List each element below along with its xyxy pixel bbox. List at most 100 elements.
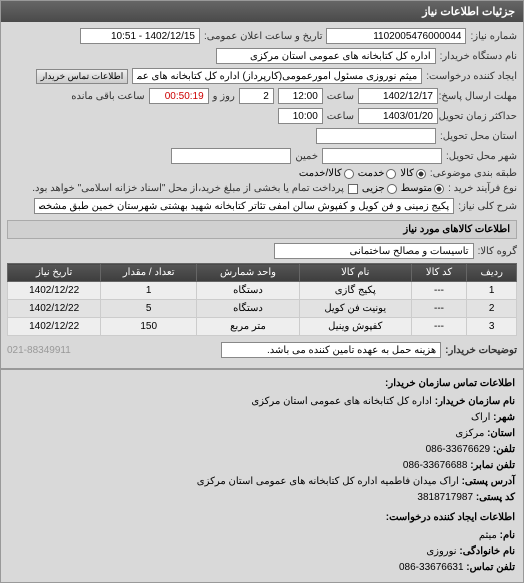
input-buyer-org [216, 48, 436, 64]
col-row: ردیف [467, 264, 517, 282]
radio-dot-icon [386, 169, 396, 179]
input-announce-date [80, 28, 200, 44]
contact-fax: تلفن نمابر: 33676688-086 [9, 458, 515, 474]
label-goods-group: گروه کالا: [478, 246, 517, 257]
table-cell: دستگاه [197, 282, 300, 300]
label-delivery-deadline: حداکثر زمان تحویل پیشنهاد: تا تاریخ: [442, 111, 517, 122]
contact-province: استان: مرکزی [9, 426, 515, 442]
radio-dot-icon [344, 169, 354, 179]
contact-block: اطلاعات تماس سازمان خریدار: نام سازمان خ… [0, 369, 524, 583]
col-date: تاریخ نیاز [8, 264, 101, 282]
input-goods-group [274, 243, 474, 259]
radio-goods[interactable]: کالا [400, 168, 426, 179]
input-request-number [326, 28, 466, 44]
contact-title1: اطلاعات تماس سازمان خریدار: [9, 376, 515, 392]
label-hour2: ساعت [327, 111, 354, 122]
table-row[interactable]: 2---یونیت فن کویلدستگاه51402/12/22 [8, 300, 517, 318]
table-cell: 1 [101, 282, 197, 300]
label-city: شهر محل تحویل: [446, 151, 517, 162]
row-category: طبقه بندی موضوعی: کالا خدمت کالا/خدمت [7, 168, 517, 179]
input-buyer-notes [221, 342, 441, 358]
row-deadline: مهلت ارسال پاسخ: تا تاریخ: ساعت روز و سا… [7, 88, 517, 104]
input-deadline-date [358, 88, 438, 104]
contact-name: نام: میثم [9, 528, 515, 544]
label-creator: ایجاد کننده درخواست: [426, 71, 517, 82]
row-request-number: شماره نیاز: تاریخ و ساعت اعلان عمومی: [7, 28, 517, 44]
input-days-left [239, 88, 274, 104]
table-cell: 150 [101, 318, 197, 336]
label-buyer-notes: توضیحات خریدار: [445, 345, 517, 356]
contact-lastname: نام خانوادگی: نوروزی [9, 544, 515, 560]
table-header-row: ردیف کد کالا نام کالا واحد شمارش تعداد /… [8, 264, 517, 282]
table-row[interactable]: 1---پکیج گازیدستگاه11402/12/22 [8, 282, 517, 300]
row-province: استان محل تحویل: [7, 128, 517, 144]
checkbox-treasury[interactable] [348, 184, 358, 194]
table-cell: کفپوش وینیل [299, 318, 411, 336]
table-cell: دستگاه [197, 300, 300, 318]
input-city2 [171, 148, 291, 164]
radio-service-label: خدمت [358, 168, 385, 179]
contact-org: نام سازمان خریدار: اداره کل کتابخانه های… [9, 394, 515, 410]
radio-medium-label: متوسط [401, 183, 432, 194]
contact-phone: تلفن: 33676629-086 [9, 442, 515, 458]
table-cell: 5 [101, 300, 197, 318]
radio-dot-icon [387, 184, 397, 194]
label-deadline: مهلت ارسال پاسخ: تا تاریخ: [442, 91, 517, 102]
radio-goods-service[interactable]: کالا/خدمت [299, 168, 354, 179]
label-category: طبقه بندی موضوعی: [430, 168, 517, 179]
radio-dot-icon [416, 169, 426, 179]
details-panel: جزئیات اطلاعات نیاز شماره نیاز: تاریخ و … [0, 0, 524, 369]
row-delivery-deadline: حداکثر زمان تحویل پیشنهاد: تا تاریخ: ساع… [7, 108, 517, 124]
radio-service[interactable]: خدمت [358, 168, 397, 179]
input-creator [132, 68, 422, 84]
radio-minor-label: جزیی [362, 183, 385, 194]
table-cell: 1402/12/22 [8, 282, 101, 300]
row-buyer-notes: توضیحات خریدار: 021-88349911 [7, 342, 517, 358]
panel-body: شماره نیاز: تاریخ و ساعت اعلان عمومی: نا… [1, 22, 523, 368]
goods-table: ردیف کد کالا نام کالا واحد شمارش تعداد /… [7, 263, 517, 336]
label-announce-date: تاریخ و ساعت اعلان عمومی: [204, 31, 323, 42]
radio-medium[interactable]: متوسط [401, 183, 444, 194]
label-process-type: نوع فرآیند خرید : [448, 183, 517, 194]
phone-watermark: 021-88349911 [7, 345, 71, 356]
contact-postal: کد پستی: 3818717987 [9, 490, 515, 506]
table-cell: یونیت فن کویل [299, 300, 411, 318]
col-name: نام کالا [299, 264, 411, 282]
radio-dot-icon [434, 184, 444, 194]
label-city2: خمین [295, 151, 318, 162]
panel-title: جزئیات اطلاعات نیاز [1, 1, 523, 22]
row-description: شرح کلی نیاز: [7, 198, 517, 214]
row-process-type: نوع فرآیند خرید : متوسط جزیی پرداخت تمام… [7, 183, 517, 194]
table-cell: 1402/12/22 [8, 300, 101, 318]
table-cell: 3 [467, 318, 517, 336]
input-delivery-date [358, 108, 438, 124]
table-cell: متر مربع [197, 318, 300, 336]
input-delivery-time [278, 108, 323, 124]
label-remaining: ساعت باقی مانده [71, 91, 144, 102]
label-buyer-org: نام دستگاه خریدار: [440, 51, 517, 62]
table-cell: 1 [467, 282, 517, 300]
table-cell: --- [411, 318, 467, 336]
table-cell: 2 [467, 300, 517, 318]
radio-goods-label: کالا [400, 168, 414, 179]
buyer-contact-button[interactable]: اطلاعات تماس خریدار [36, 69, 129, 84]
row-buyer-org: نام دستگاه خریدار: [7, 48, 517, 64]
input-city [322, 148, 442, 164]
label-treasury-note: پرداخت تمام یا بخشی از مبلغ خرید،از محل … [32, 183, 344, 194]
table-cell: --- [411, 282, 467, 300]
contact-title2: اطلاعات ایجاد کننده درخواست: [9, 510, 515, 526]
radio-minor[interactable]: جزیی [362, 183, 397, 194]
contact-address: آدرس پستی: اراک میدان فاطمیه اداره کل کت… [9, 474, 515, 490]
table-cell: --- [411, 300, 467, 318]
row-creator: ایجاد کننده درخواست: اطلاعات تماس خریدار [7, 68, 517, 84]
input-province [316, 128, 436, 144]
label-province: استان محل تحویل: [440, 131, 517, 142]
col-code: کد کالا [411, 264, 467, 282]
table-row[interactable]: 3---کفپوش وینیلمتر مربع1501402/12/22 [8, 318, 517, 336]
radio-goods-service-label: کالا/خدمت [299, 168, 342, 179]
row-city: شهر محل تحویل: خمین [7, 148, 517, 164]
contact-tel: تلفن تماس: 33676631-086 [9, 560, 515, 576]
label-day-and: روز و [213, 91, 235, 102]
col-qty: تعداد / مقدار [101, 264, 197, 282]
input-time-left [149, 88, 209, 104]
